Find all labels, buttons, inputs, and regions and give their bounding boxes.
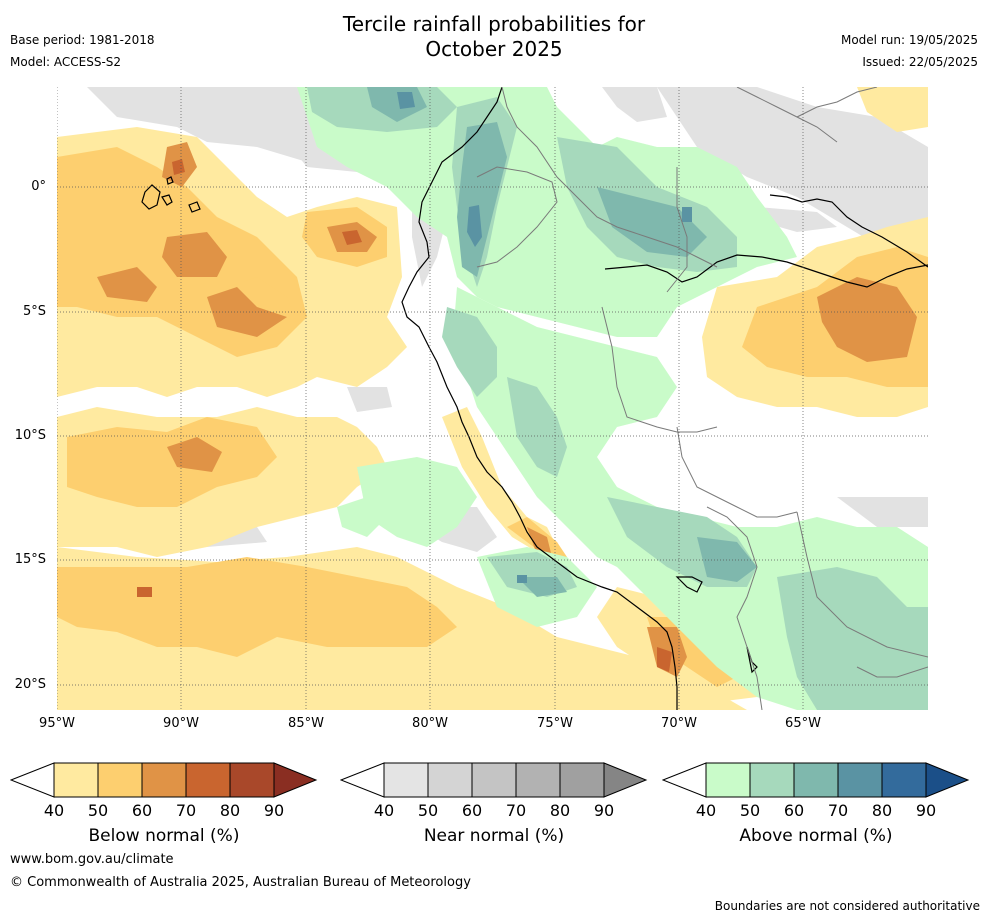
meta-left: Base period: 1981-2018 Model: ACCESS-S2 (10, 29, 155, 73)
lat-label-5s: 5°S (22, 304, 46, 319)
gridlines (57, 87, 928, 710)
colorbar-below-normal (9, 762, 318, 798)
issued-date: Issued: 22/05/2025 (862, 55, 978, 69)
model-name: Model: ACCESS-S2 (10, 55, 122, 69)
probability-map (57, 87, 928, 710)
tick-near-70: 70 (505, 801, 527, 820)
tick-near-40: 40 (373, 801, 395, 820)
tick-near-80: 80 (549, 801, 571, 820)
base-period: Base period: 1981-2018 (10, 33, 155, 47)
tick-below-80: 80 (219, 801, 241, 820)
title-line-2: October 2025 (425, 37, 563, 61)
lat-label-20s: 20°S (14, 677, 46, 692)
tick-near-90: 90 (593, 801, 615, 820)
lon-label-95w: 95°W (39, 716, 75, 731)
legend-title-near: Near normal (%) (423, 826, 565, 846)
copyright-notice: © Commonwealth of Australia 2025, Austra… (10, 875, 471, 890)
tick-near-50: 50 (417, 801, 439, 820)
galapagos-islands (141, 176, 201, 213)
lon-label-75w: 75°W (537, 716, 573, 731)
legend-title-below: Below normal (%) (88, 826, 240, 846)
tick-above-80: 80 (871, 801, 893, 820)
lat-label-15s: 15°S (14, 552, 46, 567)
tick-above-90: 90 (915, 801, 937, 820)
coastlines (401, 87, 928, 710)
legend-near-normal (339, 762, 648, 802)
country-borders (476, 87, 928, 710)
lat-label-10s: 10°S (14, 428, 46, 443)
tick-below-40: 40 (43, 801, 65, 820)
tick-above-70: 70 (827, 801, 849, 820)
model-run: Model run: 19/05/2025 (840, 33, 978, 47)
tick-below-90: 90 (263, 801, 285, 820)
tick-below-70: 70 (175, 801, 197, 820)
lon-label-85w: 85°W (288, 716, 324, 731)
tick-above-60: 60 (783, 801, 805, 820)
above-normal-areas (297, 87, 928, 710)
lon-label-80w: 80°W (412, 716, 448, 731)
tick-above-50: 50 (739, 801, 761, 820)
tick-above-40: 40 (695, 801, 717, 820)
meta-right: Model run: 19/05/2025 Issued: 22/05/2025 (841, 29, 978, 73)
legend-below-normal (9, 762, 318, 802)
source-url: www.bom.gov.au/climate (10, 852, 174, 867)
tick-near-60: 60 (461, 801, 483, 820)
lat-label-0: 0° (31, 179, 46, 194)
colorbar-above-normal (661, 762, 970, 798)
tick-below-50: 50 (87, 801, 109, 820)
tick-below-60: 60 (131, 801, 153, 820)
lon-label-70w: 70°W (661, 716, 697, 731)
lon-label-90w: 90°W (163, 716, 199, 731)
boundary-disclaimer: Boundaries are not considered authoritat… (714, 899, 980, 913)
chart-title: Tercile rainfall probabilities for Octob… (0, 12, 988, 62)
colorbar-near-normal (339, 762, 648, 798)
legend-above-normal (661, 762, 970, 802)
lon-label-65w: 65°W (785, 716, 821, 731)
legend-title-above: Above normal (%) (739, 826, 893, 846)
title-line-1: Tercile rainfall probabilities for (342, 12, 646, 36)
map-svg (57, 87, 928, 710)
